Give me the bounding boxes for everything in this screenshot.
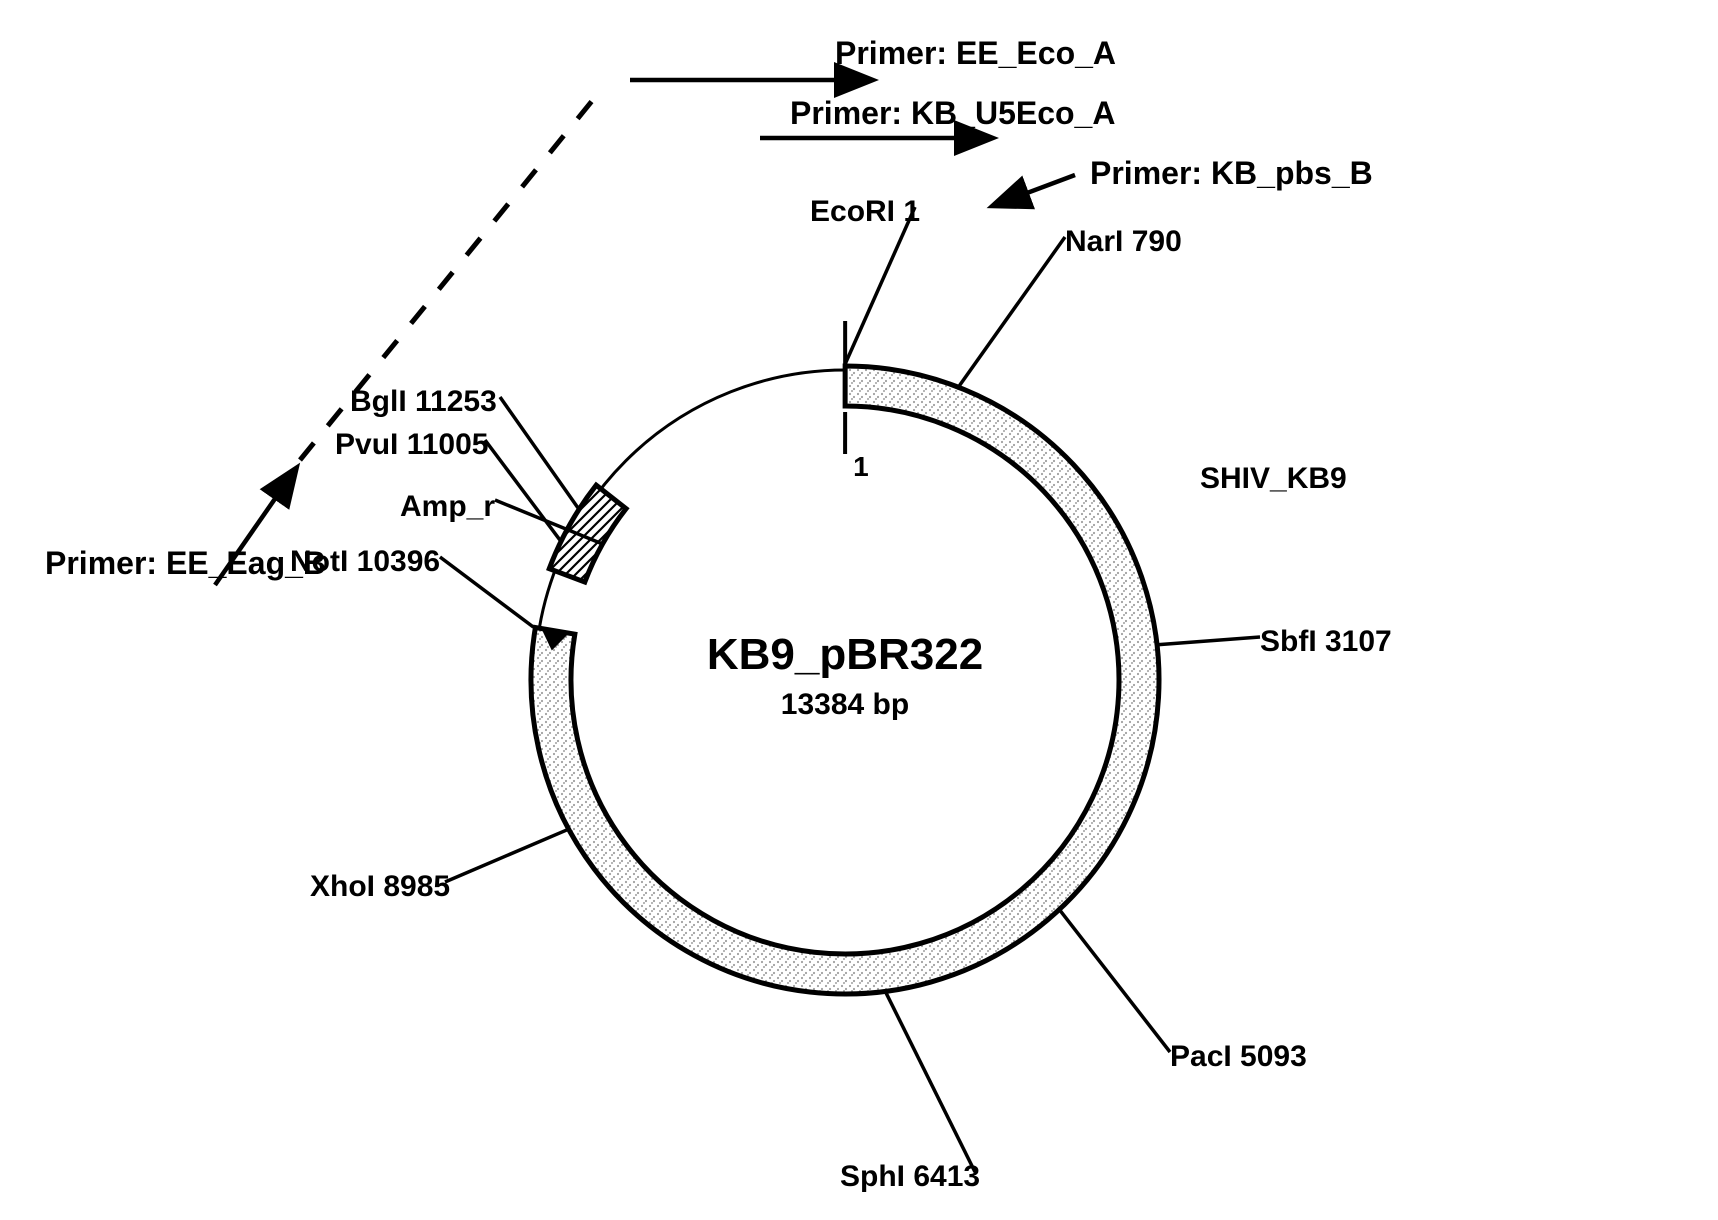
primer-label: Primer: KB_pbs_B [1090,155,1373,192]
site-label-xhoi: XhoI 8985 [310,870,450,904]
leader-line [845,207,915,364]
plasmid-diagram: 1 [0,0,1718,1220]
leader-line [1061,911,1170,1052]
primer-label: Primer: EE_Eco_A [835,35,1116,72]
primer-arrow [995,175,1075,205]
origin-label: 1 [853,451,869,482]
site-label-shiv_kb9: SHIV_KB9 [1200,462,1347,496]
leader-line [485,440,561,541]
plasmid-name: KB9_pBR322 [675,630,1015,680]
amp-r-label: Amp_r [400,490,495,524]
leader-line [445,830,567,882]
site-label-sphi: SphI 6413 [840,1160,980,1194]
plasmid-size: 13384 bp [675,688,1015,722]
amp-r-feature [549,485,626,582]
primer-label: Primer: EE_Eag_B [45,545,326,582]
leader-line [1159,637,1260,645]
site-label-paci: PacI 5093 [1170,1040,1307,1074]
leader-line [886,993,975,1172]
site-label-sbfi: SbfI 3107 [1260,625,1392,659]
site-label-nari: NarI 790 [1065,225,1182,259]
site-label-ecori: EcoRI 1 [810,195,920,229]
site-label-bgli: BglI 11253 [350,385,497,419]
leader-line [440,557,533,627]
site-label-pvui: PvuI 11005 [335,428,488,462]
primer-label: Primer: KB_U5Eco_A [790,95,1115,132]
plasmid-title-block: KB9_pBR322 13384 bp [675,630,1015,722]
leader-line [960,237,1065,385]
leader-line [500,397,579,509]
